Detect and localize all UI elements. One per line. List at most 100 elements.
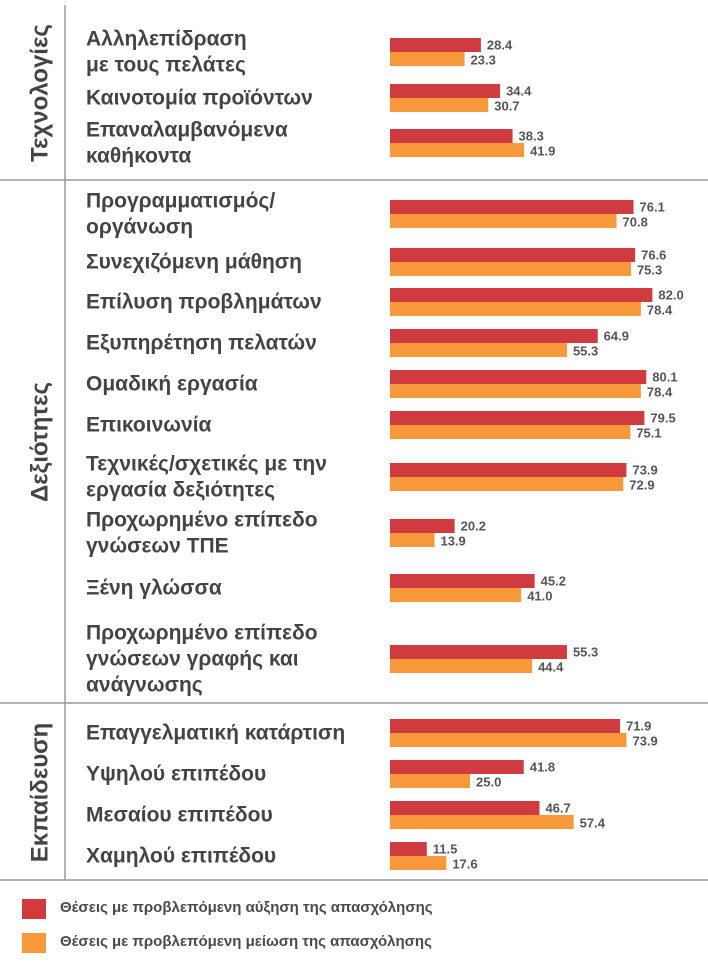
data-label-decrease: 78.4 — [647, 385, 673, 400]
data-label-decrease: 25.0 — [476, 775, 501, 790]
bar-decrease — [390, 262, 631, 276]
bar-decrease — [390, 774, 470, 788]
category-label: Χαμηλού επιπέδου — [86, 845, 276, 868]
category-label: Ξένη γλώσσα — [86, 577, 222, 600]
bar-decrease — [390, 856, 447, 870]
category-label: γνώσεων ΤΠΕ — [86, 535, 229, 558]
category-label: με τους πελάτες — [86, 54, 246, 77]
data-label-increase: 28.4 — [487, 38, 513, 53]
data-label-decrease: 72.9 — [629, 478, 654, 493]
data-label-decrease: 41.0 — [527, 589, 552, 604]
data-label-increase: 41.8 — [530, 760, 555, 775]
bar-increase — [390, 248, 636, 262]
bar-decrease — [390, 384, 641, 398]
data-label-increase: 73.9 — [632, 463, 657, 478]
data-label-decrease: 23.3 — [471, 53, 496, 68]
group-label: Τεχνολογίες — [27, 24, 54, 162]
data-label-decrease: 41.9 — [530, 144, 555, 159]
group-label: Δεξιότητες — [27, 382, 54, 502]
data-label-decrease: 70.8 — [623, 215, 648, 230]
category-label: Μεσαίου επιπέδου — [86, 804, 273, 827]
bar-increase — [390, 645, 567, 659]
legend-label-decrease: Θέσεις με προβλεπόμενη μείωση της απασχό… — [60, 933, 432, 950]
bar-decrease — [390, 477, 624, 491]
category-label: Ομαδική εργασία — [86, 373, 258, 396]
bar-decrease — [390, 98, 489, 112]
category-label: γνώσεων γραφής και — [86, 648, 299, 671]
bar-decrease — [390, 52, 465, 66]
data-label-decrease: 17.6 — [452, 857, 477, 872]
bar-increase — [390, 801, 540, 815]
data-label-increase: 80.1 — [652, 370, 677, 385]
group-label: Εκπαίδευση — [27, 723, 54, 863]
data-label-decrease: 30.7 — [494, 99, 519, 114]
legend-label-increase: Θέσεις με προβλεπόμενη αύξηση της απασχό… — [60, 899, 433, 916]
bar-increase — [390, 411, 645, 425]
data-label-increase: 46.7 — [545, 801, 570, 816]
category-label: Επαναλαμβανόμενα — [86, 119, 288, 142]
bar-decrease — [390, 733, 627, 747]
data-label-decrease: 78.4 — [647, 303, 673, 318]
data-label-increase: 38.3 — [519, 129, 544, 144]
category-label: Προγραμματισμός/ — [86, 190, 275, 213]
category-label: Επίλυση προβλημάτων — [86, 291, 322, 314]
data-label-decrease: 75.3 — [637, 263, 662, 278]
data-label-increase: 82.0 — [658, 288, 683, 303]
category-label: οργάνωση — [86, 216, 193, 239]
bar-increase — [390, 200, 634, 214]
category-label: Προχωρημένο επίπεδο — [86, 509, 318, 532]
category-label: Υψηλού επιπέδου — [86, 763, 266, 786]
category-label: καθήκοντα — [86, 145, 191, 168]
bar-increase — [390, 519, 455, 533]
category-label: Εξυπηρέτηση πελατών — [86, 332, 317, 355]
category-label: Προχωρημένο επίπεδο — [86, 622, 318, 645]
bar-increase — [390, 574, 535, 588]
data-label-decrease: 57.4 — [580, 816, 606, 831]
category-label: Επικοινωνία — [86, 414, 212, 437]
legend-swatch-decrease — [22, 933, 46, 953]
legend-increase: Θέσεις με προβλεπόμενη αύξηση της απασχό… — [22, 896, 702, 922]
data-label-increase: 20.2 — [461, 519, 486, 534]
data-label-increase: 55.3 — [573, 645, 598, 660]
data-label-decrease: 13.9 — [440, 534, 465, 549]
bar-decrease — [390, 815, 574, 829]
bar-decrease — [390, 533, 435, 547]
data-label-increase: 45.2 — [541, 574, 566, 589]
data-label-increase: 64.9 — [604, 329, 629, 344]
category-label: Τεχνικές/σχετικές με την — [86, 453, 327, 476]
bar-decrease — [390, 302, 641, 316]
bar-increase — [390, 38, 481, 52]
data-label-decrease: 55.3 — [573, 344, 598, 359]
data-label-decrease: 44.4 — [538, 660, 564, 675]
category-label: Καινοτομία προϊόντων — [86, 87, 313, 110]
category-label: Επαγγελματική κατάρτιση — [86, 722, 345, 745]
bar-increase — [390, 129, 513, 143]
data-label-decrease: 75.1 — [636, 426, 661, 441]
bar-increase — [390, 288, 653, 302]
chart: Τεχνολογίες Αλληλεπίδραση με τους πελάτες 2… — [0, 5, 708, 881]
bar-decrease — [390, 659, 533, 673]
data-label-decrease: 73.9 — [632, 734, 657, 749]
bar-increase — [390, 84, 501, 98]
category-label: Αλληλεπίδραση — [86, 28, 247, 51]
category-label: εργασία δεξιότητες — [86, 479, 275, 502]
data-label-increase: 71.9 — [626, 719, 651, 734]
bar-decrease — [390, 214, 617, 228]
legend-decrease: Θέσεις με προβλεπόμενη μείωση της απασχό… — [22, 930, 702, 956]
bar-decrease — [390, 588, 522, 602]
bar-decrease — [390, 425, 631, 439]
bar-increase — [390, 463, 627, 477]
bar-increase — [390, 719, 621, 733]
data-label-increase: 34.4 — [506, 84, 532, 99]
category-label: ανάγνωσης — [86, 674, 203, 697]
legend-swatch-increase — [22, 899, 46, 919]
data-label-increase: 76.6 — [641, 248, 666, 263]
data-label-increase: 11.5 — [433, 842, 458, 857]
bar-decrease — [390, 343, 567, 357]
bar-increase — [390, 842, 427, 856]
bar-increase — [390, 329, 598, 343]
category-label: Συνεχιζόμενη μάθηση — [86, 251, 302, 274]
bar-increase — [390, 370, 647, 384]
data-label-increase: 76.1 — [640, 200, 665, 215]
bar-decrease — [390, 143, 525, 157]
